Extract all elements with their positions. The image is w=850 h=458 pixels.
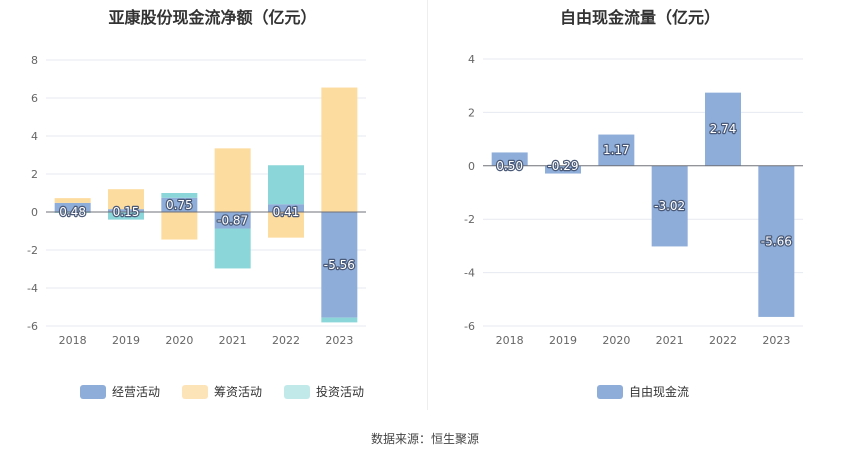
y-tick-label: -2 <box>27 244 38 257</box>
legend-label-financing: 筹资活动 <box>214 385 263 399</box>
x-tick-label: 2023 <box>762 334 790 347</box>
x-tick-label: 2021 <box>219 334 247 347</box>
x-tick-label: 2020 <box>602 334 630 347</box>
y-tick-label: 0 <box>468 160 475 173</box>
legend-swatch-financing <box>182 384 209 399</box>
legend-label-fcf: 自由现金流 <box>629 385 690 399</box>
bar-自由现金流-2018 <box>491 152 528 166</box>
bar-自由现金流-2023 <box>758 165 795 317</box>
data-label-2022: 0.41 <box>273 205 300 219</box>
y-tick-label: 6 <box>31 92 38 105</box>
y-tick-label: 4 <box>468 53 475 66</box>
x-tick-label: 2019 <box>112 334 140 347</box>
legend-swatch-investing <box>284 384 311 399</box>
legend-item-operating[interactable]: 经营活动 <box>80 383 160 400</box>
bar-筹资活动-2019 <box>108 189 144 210</box>
legend-swatch-fcf <box>597 384 623 399</box>
x-tick-label: 2018 <box>496 334 524 347</box>
bar-投资活动-2020 <box>161 193 198 198</box>
data-label-2020: 0.75 <box>166 198 193 212</box>
legend-label-operating: 经营活动 <box>112 385 161 399</box>
data-label-2019: -0.29 <box>547 159 578 173</box>
y-tick-label: -6 <box>464 320 475 333</box>
y-tick-label: 4 <box>31 130 38 143</box>
bar-经营活动-2019 <box>108 209 144 212</box>
left-chart-legend: 经营活动 筹资活动 投资活动 <box>80 383 364 400</box>
legend-label-investing: 投资活动 <box>316 385 365 399</box>
bar-经营活动-2021 <box>214 212 251 229</box>
y-tick-label: 0 <box>31 206 38 219</box>
data-label-2023: -5.56 <box>324 258 355 272</box>
x-tick-label: 2022 <box>272 334 300 347</box>
data-source-note: 数据来源：恒生聚源 <box>370 432 479 446</box>
bar-经营活动-2020 <box>161 197 198 212</box>
data-label-2019: 0.15 <box>113 205 140 219</box>
legend-item-investing[interactable]: 投资活动 <box>284 383 364 400</box>
bar-投资活动-2022 <box>268 165 304 205</box>
bar-经营活动-2022 <box>268 204 304 212</box>
y-tick-label: -6 <box>27 320 38 333</box>
data-label-2020: 1.17 <box>603 143 630 157</box>
bar-投资活动-2021 <box>214 228 251 269</box>
x-tick-label: 2018 <box>59 334 87 347</box>
data-label-2021: -0.87 <box>217 213 248 227</box>
data-label-2018: 0.48 <box>59 205 86 219</box>
x-tick-label: 2019 <box>549 334 577 347</box>
bar-筹资活动-2018 <box>54 198 91 203</box>
bar-自由现金流-2019 <box>545 165 581 174</box>
bar-经营活动-2023 <box>321 212 358 318</box>
bar-投资活动-2019 <box>108 212 144 220</box>
legend-item-fcf[interactable]: 自由现金流 <box>597 383 689 400</box>
x-tick-label: 2023 <box>325 334 353 347</box>
left-chart-title: 亚康股份现金流净额（亿元） <box>108 8 317 27</box>
bar-筹资活动-2020 <box>161 212 198 240</box>
data-label-2022: 2.74 <box>710 122 737 136</box>
x-tick-label: 2022 <box>709 334 737 347</box>
bar-自由现金流-2020 <box>598 134 635 166</box>
y-tick-label: 2 <box>31 168 38 181</box>
x-tick-label: 2021 <box>656 334 684 347</box>
data-label-2021: -3.02 <box>654 199 685 213</box>
y-tick-label: -4 <box>27 282 38 295</box>
bar-筹资活动-2022 <box>268 212 304 238</box>
bar-筹资活动-2021 <box>214 148 251 212</box>
data-label-2023: -5.66 <box>761 234 792 248</box>
legend-item-financing[interactable]: 筹资活动 <box>182 383 262 400</box>
data-label-2018: 0.50 <box>496 159 523 173</box>
bar-投资活动-2023 <box>321 317 358 323</box>
right-chart-title: 自由现金流量（亿元） <box>559 8 720 27</box>
bar-自由现金流-2022 <box>705 92 741 166</box>
bar-筹资活动-2023 <box>321 87 358 212</box>
bar-自由现金流-2021 <box>651 165 688 247</box>
y-tick-label: -2 <box>464 213 475 226</box>
x-tick-label: 2020 <box>165 334 193 347</box>
y-tick-label: 2 <box>468 106 475 119</box>
bar-经营活动-2018 <box>54 202 91 212</box>
panel-divider <box>427 0 428 410</box>
y-tick-label: 8 <box>31 54 38 67</box>
legend-swatch-operating <box>80 384 106 399</box>
y-tick-label: -4 <box>464 267 475 280</box>
right-chart-legend: 自由现金流 <box>597 383 689 400</box>
